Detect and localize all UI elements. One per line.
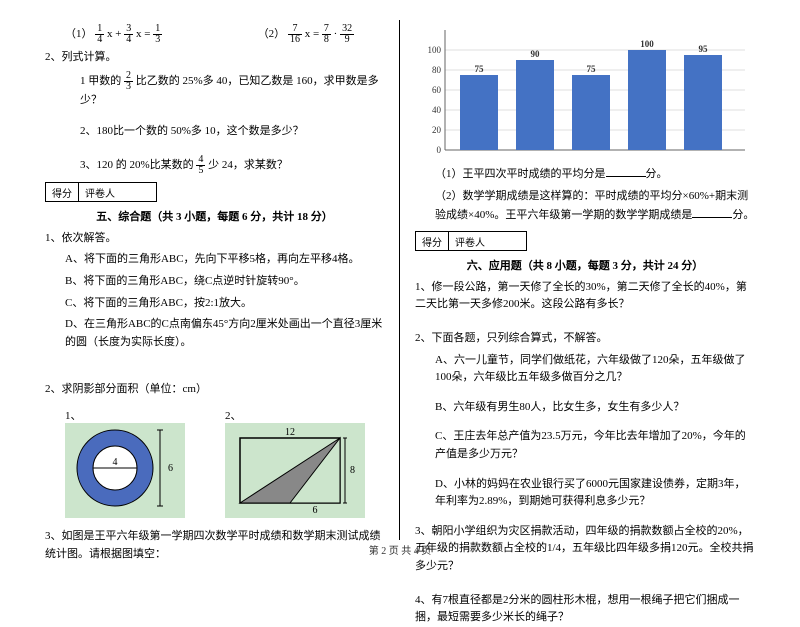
svg-text:75: 75 [475,64,485,74]
a2b: B、六年级有男生80人，比女生多，女生有多少人？ [415,399,755,417]
svg-text:95: 95 [699,44,709,54]
svg-text:60: 60 [432,85,442,95]
left-column: （1） 14 x + 34 x = 13 （2） 716 x = 78 · 32… [30,20,399,540]
svg-text:6: 6 [313,505,318,516]
section6-title: 六、应用题（共 8 小题，每题 3 分，共计 24 分） [415,257,755,273]
svg-text:12: 12 [285,427,295,438]
a2d: D、小林的妈妈在农业银行买了6000元国家建设债券，定期3年，年利率为2.89%… [415,476,755,511]
svg-text:6: 6 [168,463,173,474]
s5-1b: B、将下面的三角形ABC，绕C点逆时针旋转90°。 [45,273,384,291]
figure-row: 1、 46 2、 1286 [65,407,384,518]
circle-figure: 46 [65,423,185,518]
a2a: A、六一儿童节，同学们做纸花，六年级做了120朵，五年级做了100朵，六年级比五… [415,352,755,387]
score-box: 得分 评卷人 [45,182,157,202]
eq2-label: （2） [258,28,286,40]
page-footer: 第 2 页 共 4 页 [0,542,800,557]
a2c: C、王庄去年总产值为23.5万元，今年比去年增加了20%，今年的产值是多少万元？ [415,428,755,463]
chart-q2: （2）数学学期成绩是这样算的：平时成绩的平均分×60%+期末测验成绩×40%。王… [415,188,755,225]
blank-field[interactable] [606,164,646,177]
svg-text:20: 20 [432,125,442,135]
q2-2: 2、180比一个数的 50%多 10，这个数是多少？ [45,123,384,141]
figure-1: 1、 46 [65,407,185,518]
section5-title: 五、综合题（共 3 小题，每题 6 分，共计 18 分） [45,208,384,224]
right-column: 0 20 40 60 80 100 75 90 75 100 95 （1）王平四次平时成绩的平均分是… [400,20,770,540]
chart-q1: （1）王平四次平时成绩的平均分是分。 [415,164,755,184]
figure-2: 2、 1286 [225,407,365,518]
s5-1d: D、在三角形ABC的C点南偏东45°方向2厘米处画出一个直径3厘米的圆（长度为实… [45,316,384,351]
svg-text:40: 40 [432,105,442,115]
svg-text:4: 4 [113,457,118,468]
svg-text:100: 100 [640,39,654,49]
a2: 2、下面各题，只列综合算式，不解答。 [415,330,755,348]
s5-1: 1、依次解答。 [45,230,384,248]
svg-text:75: 75 [587,64,597,74]
equation-row: （1） 14 x + 34 x = 13 （2） 716 x = 78 · 32… [45,24,384,45]
q2-1: 1 甲数的 23 比乙数的 25%多 40，已知乙数是 160，求甲数是多少？ [45,71,384,110]
svg-text:8: 8 [350,465,355,476]
q2-3: 3、120 的 20%比某数的 45 少 24，求某数？ [45,155,384,176]
bar-chart: 0 20 40 60 80 100 75 90 75 100 95 [415,20,755,160]
blank-field[interactable] [692,205,732,218]
s5-1c: C、将下面的三角形ABC，按2:1放大。 [45,295,384,313]
svg-text:0: 0 [437,145,442,155]
svg-text:100: 100 [428,45,442,55]
a4: 4、有7根直径都是2分米的圆柱形木棍，想用一根绳子把它们捆成一捆，最短需要多少米… [415,592,755,627]
q2-title: 2、列式计算。 [45,49,384,67]
a1: 1、修一段公路，第一天修了全长的30%，第二天修了全长的40%，第二天比第一天多… [415,279,755,314]
s5-2: 2、求阴影部分面积（单位：cm） [45,381,384,399]
svg-text:80: 80 [432,65,442,75]
triangle-figure: 12 8 6 [225,423,365,518]
svg-text:90: 90 [531,49,541,59]
eq1-label: （1） [65,28,93,40]
score-box: 得分 评卷人 [415,231,527,251]
s5-1a: A、将下面的三角形ABC，先向下平移5格，再向左平移4格。 [45,251,384,269]
